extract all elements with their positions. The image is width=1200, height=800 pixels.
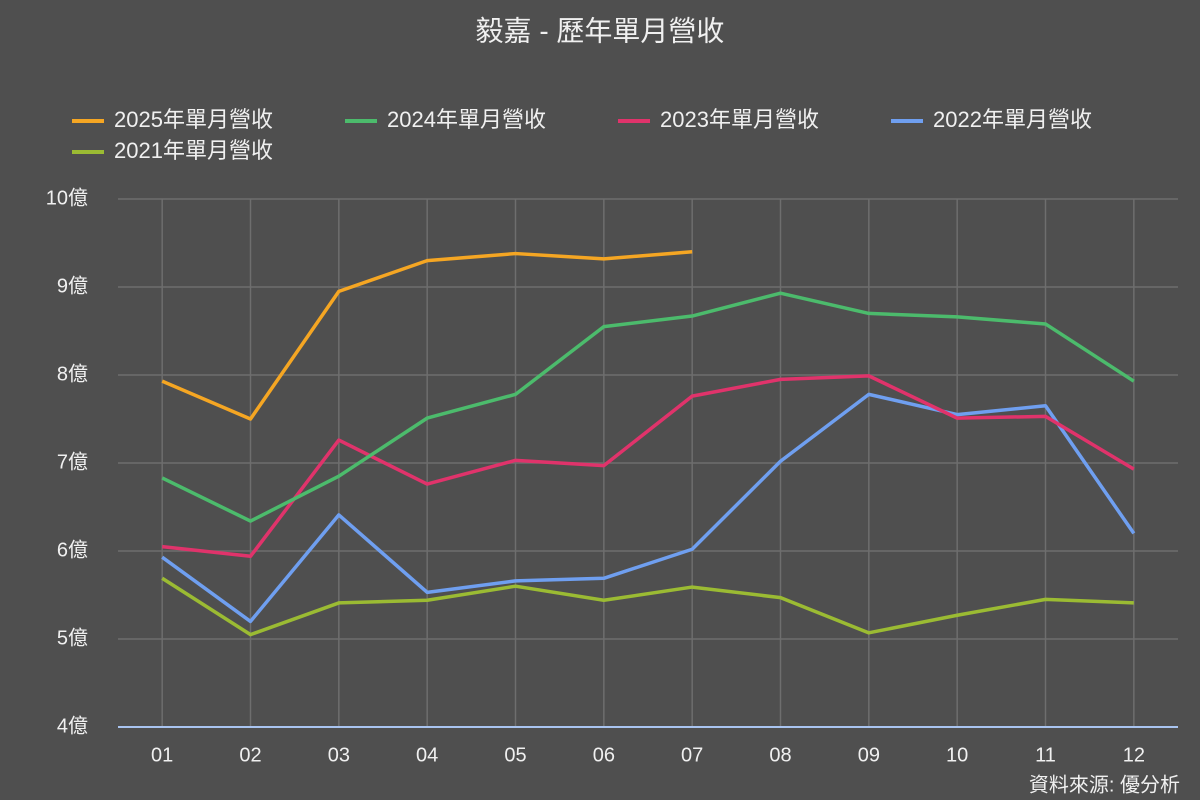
chart-title: 毅嘉 - 歷年單月營收 bbox=[476, 15, 725, 46]
legend-label: 2022年單月營收 bbox=[933, 107, 1092, 132]
y-tick-label: 4億 bbox=[57, 714, 88, 737]
legend-label: 2025年單月營收 bbox=[114, 107, 273, 132]
source-note: 資料來源: 優分析 bbox=[1029, 773, 1180, 796]
series-line bbox=[161, 374, 1135, 559]
x-tick-label: 09 bbox=[858, 744, 880, 766]
series-line bbox=[161, 250, 693, 421]
x-tick-label: 05 bbox=[504, 744, 526, 766]
series-line bbox=[161, 576, 1134, 637]
x-tick-label: 03 bbox=[328, 744, 350, 766]
x-tick-label: 10 bbox=[946, 744, 968, 766]
x-tick-label: 07 bbox=[681, 744, 703, 766]
legend-label: 2021年單月營收 bbox=[114, 138, 273, 163]
y-tick-label: 9億 bbox=[57, 274, 88, 297]
x-tick-label: 11 bbox=[1035, 744, 1056, 766]
x-tick-label: 02 bbox=[239, 744, 261, 766]
x-tick-label: 12 bbox=[1123, 744, 1145, 766]
legend-label: 2023年單月營收 bbox=[660, 107, 819, 132]
series-line bbox=[161, 392, 1136, 624]
x-tick-label: 08 bbox=[769, 744, 791, 766]
x-tick-label: 04 bbox=[416, 744, 438, 766]
y-tick-label: 7億 bbox=[57, 450, 88, 473]
y-tick-label: 5億 bbox=[57, 626, 88, 649]
x-tick-label: 06 bbox=[593, 744, 615, 766]
y-tick-label: 6億 bbox=[57, 538, 88, 561]
series-line bbox=[161, 291, 1135, 523]
x-tick-label: 01 bbox=[151, 744, 173, 766]
legend-label: 2024年單月營收 bbox=[387, 107, 546, 132]
y-tick-label: 8億 bbox=[57, 362, 88, 385]
y-tick-label: 10億 bbox=[46, 186, 88, 209]
